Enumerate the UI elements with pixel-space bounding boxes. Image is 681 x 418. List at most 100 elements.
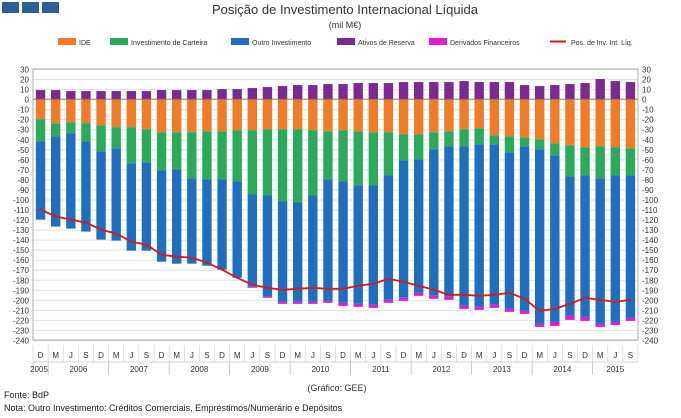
bar-segment [595,146,605,179]
bar-segment [35,90,46,100]
legend-label: Investimento de Carteira [131,40,207,47]
y-tick-label-right: 30 [642,66,651,75]
bar-segment [202,131,212,180]
x-tick-label: D [340,351,346,360]
line-point [463,293,465,296]
bar-segment [35,99,46,120]
bar-segment [504,99,515,137]
bar-segment [111,148,121,241]
x-tick-label: S [386,351,391,360]
bar-segment [459,129,469,147]
bar-segment [504,136,515,153]
bar-segment [444,296,454,300]
line-point [478,294,481,297]
line-point [190,256,193,259]
bar-segment [550,321,560,326]
y-tick-label-right: -40 [642,136,654,145]
y-tick-label-left: 10 [20,86,29,95]
bar-segment [81,123,91,142]
bar-segment [277,201,288,302]
y-tick-label-left: -230 [13,326,30,335]
bar-segment [262,129,273,196]
x-tick-label: M [415,351,422,360]
bar-segment [474,144,484,307]
bar-segment [368,185,379,305]
year-label: 2011 [372,365,390,374]
line-point [85,221,87,224]
bar-segment [413,159,424,293]
legend-label: IDE [79,40,91,47]
y-tick-label-left: -160 [13,256,30,265]
bar-segment [413,134,424,160]
line-point [145,243,148,246]
bar-segment [81,99,91,124]
bar-segment [519,310,530,314]
y-tick-label-right: -150 [642,246,659,255]
line-point [614,300,617,303]
bar-segment [489,99,500,136]
bar-segment [413,82,424,100]
bar-segment [338,130,348,182]
year-label: 2008 [190,365,208,374]
line-point [357,284,360,287]
line-point [629,298,632,301]
bar-segment [338,99,348,131]
bar-segment [550,85,560,100]
bar-segment [277,86,288,100]
bar-segment [595,323,605,327]
y-tick-label-left: -120 [13,216,30,225]
line-point [206,261,208,264]
bar-segment [308,99,318,131]
bar-segment [217,89,227,100]
bar-segment [277,99,288,130]
x-tick-label: D [280,351,286,360]
bar-segment [489,144,500,305]
line-point [296,287,299,290]
line-point [387,277,390,280]
bar-segment [368,83,379,100]
bar-segment [610,99,621,148]
bar-segment [459,146,469,306]
x-tick-label: S [446,351,451,360]
bar-segment [429,295,439,299]
bar-segment [398,99,409,135]
bar-segment [141,99,152,130]
bar-segment [459,81,469,100]
line-point [160,253,163,256]
y-tick-label-right: -200 [642,296,659,305]
bar-segment [217,99,227,132]
x-tick-label: S [265,351,270,360]
line-point [342,287,344,290]
bar-segment [580,99,590,148]
bar-segment [610,321,621,325]
logo [2,2,59,13]
y-tick-label-right: -70 [642,166,654,175]
x-tick-label: D [159,351,165,360]
x-tick-label: J [311,351,315,360]
bar-segment [429,99,439,133]
bar-segment [474,82,484,100]
x-tick-label: S [83,351,88,360]
bar-segment [35,141,46,220]
y-tick-label-left: -210 [13,306,30,315]
bar-segment [292,85,303,100]
y-tick-label-left: -90 [17,186,29,195]
y-tick-label-right: -10 [642,106,654,115]
bar-segment [308,85,318,100]
y-tick-label-right: 20 [642,76,651,85]
bar-segment [353,99,363,132]
bar-segment [383,83,394,100]
y-tick-label-left: -190 [13,286,30,295]
bars [35,79,636,327]
line-point [130,240,133,243]
bar-segment [262,87,273,100]
y-tick-label-right: -90 [642,186,654,195]
bar-segment [247,130,258,195]
x-tick-label: J [553,351,557,360]
y-tick-label-left: -20 [17,116,29,125]
bar-segment [444,131,454,147]
bar-segment [126,127,137,164]
bar-segment [459,305,469,309]
bar-segment [217,131,227,180]
